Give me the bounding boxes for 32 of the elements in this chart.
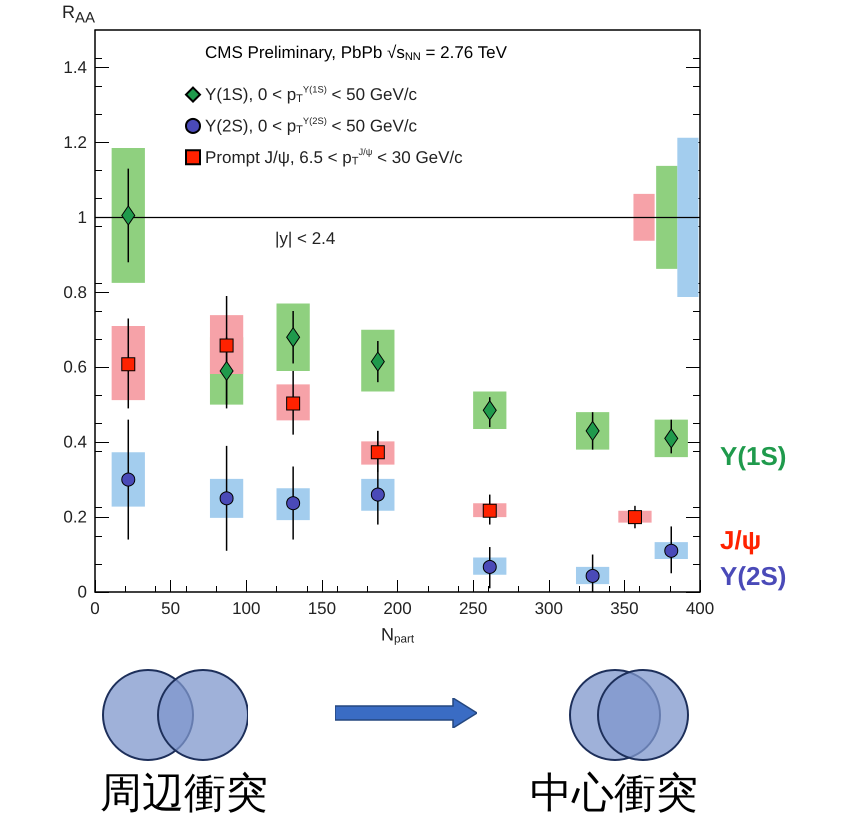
x-tick-label: 200 xyxy=(383,599,412,618)
x-tick-label: 100 xyxy=(232,599,260,618)
bar xyxy=(112,148,145,283)
x-tick-label: 50 xyxy=(161,599,180,618)
x-tick-label: 300 xyxy=(534,599,563,618)
point xyxy=(628,510,642,524)
text: 中心衝突 xyxy=(530,767,698,819)
y-tick-label: 0.4 xyxy=(63,432,87,452)
x-tick-label: 400 xyxy=(686,599,714,618)
y-tick-label: 1.4 xyxy=(63,58,87,77)
x-tick-label: 0 xyxy=(90,599,100,618)
y-axis-title: R$_{AA}$ xyxy=(62,2,96,27)
y-tick-label: 0.2 xyxy=(63,508,87,527)
text: J/ψ xyxy=(720,525,762,555)
annotation: |y| < 2.4 xyxy=(275,229,336,248)
bar xyxy=(276,304,310,371)
point xyxy=(220,338,234,352)
y-tick-label: 1 xyxy=(78,208,87,227)
y-tick-label: 0.8 xyxy=(63,282,87,302)
x-tick-label: 150 xyxy=(308,599,336,618)
point xyxy=(121,205,136,226)
text: Υ(2S) xyxy=(720,561,786,591)
text: 周辺衝突 xyxy=(100,767,268,819)
x-tick-label: 350 xyxy=(610,599,639,618)
point xyxy=(482,504,497,518)
y-tick-label: 1.2 xyxy=(63,132,87,152)
text: Υ(1S) xyxy=(720,441,786,471)
y-tick-label: 0 xyxy=(78,582,87,602)
point xyxy=(121,357,136,372)
x-tick-label: 250 xyxy=(458,599,488,618)
bar xyxy=(361,330,394,392)
y-tick-label: 0.6 xyxy=(63,358,87,377)
